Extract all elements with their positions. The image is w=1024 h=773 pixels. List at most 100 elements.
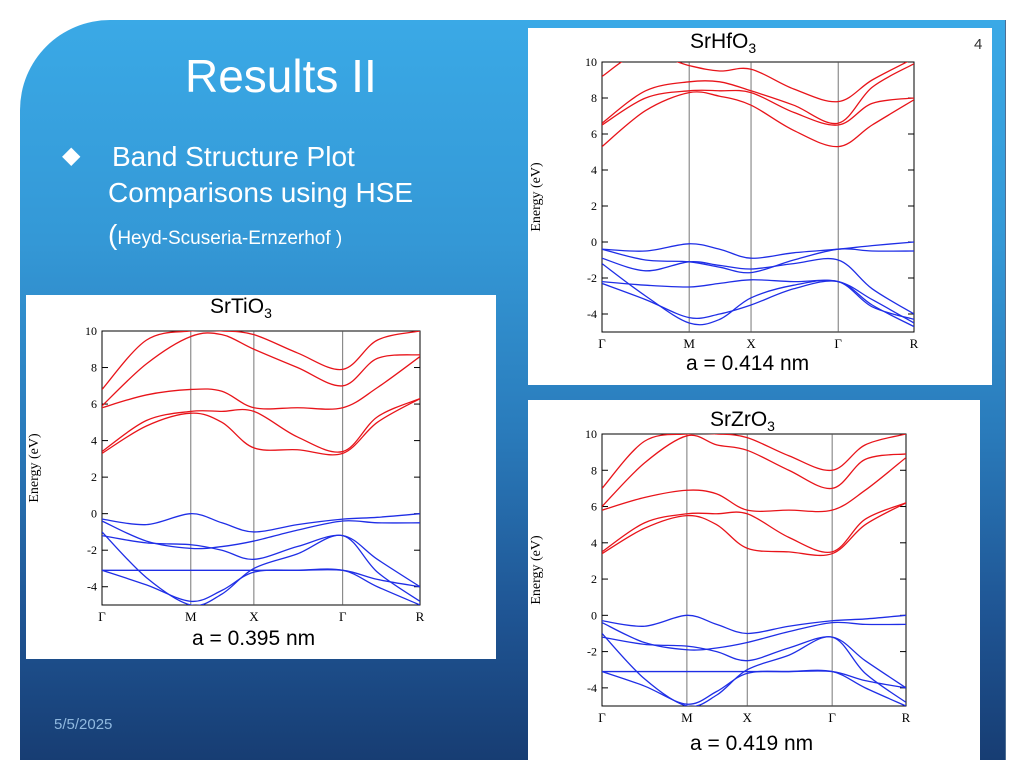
- srtio3-formula: SrTiO: [210, 295, 265, 318]
- srhfo3-lattice: a = 0.414 nm: [686, 352, 810, 375]
- valence-band-line: [602, 248, 914, 274]
- y-tick-label: 8: [91, 361, 97, 375]
- y-axis-label: Energy (eV): [27, 433, 42, 503]
- bullet-text-line-1: Band Structure Plot: [112, 141, 355, 172]
- srtio3-figure: SrTiO3 -4 -2 0 2 4 6 8 10 Γ M X Γ R Energy (eV) a = 0…: [26, 295, 496, 659]
- valence-band-line: [602, 279, 914, 324]
- srtio3-title: SrTiO3: [210, 295, 272, 321]
- y-tick-label: -4: [87, 580, 97, 594]
- srzro3-formula: SrZrO: [710, 408, 768, 431]
- srzro3-subscript: 3: [767, 418, 775, 435]
- srtio3-subscript: 3: [264, 305, 272, 322]
- x-tick-label: Γ: [598, 336, 606, 351]
- page-number: 4: [974, 36, 983, 53]
- x-tick-label: Γ: [834, 336, 842, 351]
- valence-band-line: [102, 568, 420, 605]
- y-tick-label: -4: [587, 681, 597, 695]
- conduction-band-line: [602, 502, 906, 554]
- conduction-band-line: [602, 434, 906, 489]
- valence-band-line: [602, 669, 906, 706]
- x-tick-label: Γ: [98, 609, 106, 624]
- conduction-band-line: [102, 332, 420, 407]
- y-tick-label: 10: [585, 55, 597, 69]
- conduction-band-line: [602, 91, 914, 148]
- x-tick-label: R: [416, 609, 425, 624]
- y-tick-label: 10: [585, 427, 597, 441]
- x-tick-label: M: [185, 609, 197, 624]
- conduction-band-line: [602, 89, 914, 126]
- y-tick-label: 0: [591, 608, 597, 622]
- x-tick-label: M: [683, 336, 695, 351]
- valence-band-line: [602, 614, 906, 635]
- plot-frame: [101, 330, 421, 606]
- y-tick-label: -2: [587, 645, 597, 659]
- valence-band-line: [602, 257, 914, 315]
- y-axis-label: Energy (eV): [529, 535, 544, 605]
- valence-band-line: [602, 633, 906, 706]
- x-tick-label: M: [681, 710, 693, 725]
- conduction-band-line: [602, 62, 909, 103]
- valence-band-line: [102, 568, 420, 588]
- y-axis-label: Energy (eV): [529, 162, 544, 232]
- valence-band-line: [602, 670, 906, 689]
- valence-band-line: [602, 621, 906, 651]
- diamond-bullet-icon: ◆: [62, 142, 81, 169]
- bullet-text-line-2: Comparisons using HSE: [108, 177, 414, 208]
- y-tick-label: 0: [91, 507, 97, 521]
- conduction-band-line: [602, 63, 914, 125]
- y-tick-label: -2: [587, 271, 597, 285]
- bullet-hse-name: Heyd-Scuseria-Ernzerhof ): [117, 228, 343, 249]
- y-tick-label: 8: [591, 91, 597, 105]
- valence-band-line: [102, 520, 420, 550]
- plot-frame: [601, 433, 907, 707]
- y-tick-label: 2: [591, 199, 597, 213]
- valence-band-line: [602, 636, 906, 689]
- y-tick-label: 4: [91, 434, 97, 448]
- srzro3-title: SrZrO3: [710, 408, 775, 434]
- y-tick-label: 2: [91, 470, 97, 484]
- x-tick-label: Γ: [598, 710, 606, 725]
- y-tick-label: 4: [591, 536, 597, 550]
- slide-title: Results II: [185, 50, 377, 102]
- bullet-paren: (: [108, 219, 118, 250]
- valence-band-line: [102, 534, 420, 588]
- y-tick-label: 6: [591, 127, 597, 141]
- srhfo3-band-chart: -4 -2 0 2 4 6 8 10 Γ M X Γ R Energy (eV): [529, 55, 919, 351]
- x-tick-label: Γ: [339, 609, 347, 624]
- conduction-band-line: [102, 356, 420, 410]
- srhfo3-title: SrHfO3: [690, 30, 756, 56]
- conduction-band-line: [102, 331, 420, 390]
- conduction-band-line: [602, 434, 906, 507]
- x-tick-label: X: [743, 710, 753, 725]
- valence-band-line: [602, 263, 914, 326]
- srzro3-band-chart: -4 -2 0 2 4 6 8 10 Γ M X Γ R Energy (eV): [529, 427, 911, 725]
- x-tick-label: X: [249, 609, 259, 624]
- srtio3-lattice: a = 0.395 nm: [192, 627, 316, 650]
- y-tick-label: 8: [591, 463, 597, 477]
- valence-band-line: [102, 531, 420, 605]
- conduction-band-line: [102, 397, 420, 453]
- valence-band-line: [102, 513, 420, 533]
- y-tick-label: -4: [587, 307, 597, 321]
- x-tick-label: X: [746, 336, 756, 351]
- conduction-band-line: [102, 398, 420, 456]
- conduction-band-line: [602, 502, 906, 557]
- srhfo3-formula: SrHfO: [690, 30, 749, 53]
- y-tick-label: 2: [591, 572, 597, 586]
- srzro3-figure: SrZrO3 -4 -2 0 2 4 6 8 10 Γ M X Γ R Energy (eV) a = 0…: [528, 400, 980, 768]
- srtio3-band-chart: -4 -2 0 2 4 6 8 10 Γ M X Γ R Energy (eV): [27, 324, 425, 624]
- y-tick-label: 0: [591, 235, 597, 249]
- srzro3-lattice: a = 0.419 nm: [690, 732, 814, 755]
- plot-frame: [601, 61, 915, 333]
- bullet-text-line-3: (Heyd-Scuseria-Ernzerhof ): [108, 218, 342, 256]
- y-tick-label: 10: [85, 324, 97, 338]
- y-tick-label: 4: [591, 163, 597, 177]
- srhfo3-figure: SrHfO3 -4 -2 0 2 4 6 8 10 Γ M X Γ R Energy (eV) a = 0…: [528, 28, 992, 385]
- srhfo3-subscript: 3: [748, 40, 757, 57]
- y-tick-label: -2: [87, 543, 97, 557]
- slide-date: 5/5/2025: [54, 716, 113, 733]
- y-tick-label: 6: [91, 397, 97, 411]
- x-tick-label: R: [902, 710, 911, 725]
- x-tick-label: R: [910, 336, 919, 351]
- x-tick-label: Γ: [828, 710, 836, 725]
